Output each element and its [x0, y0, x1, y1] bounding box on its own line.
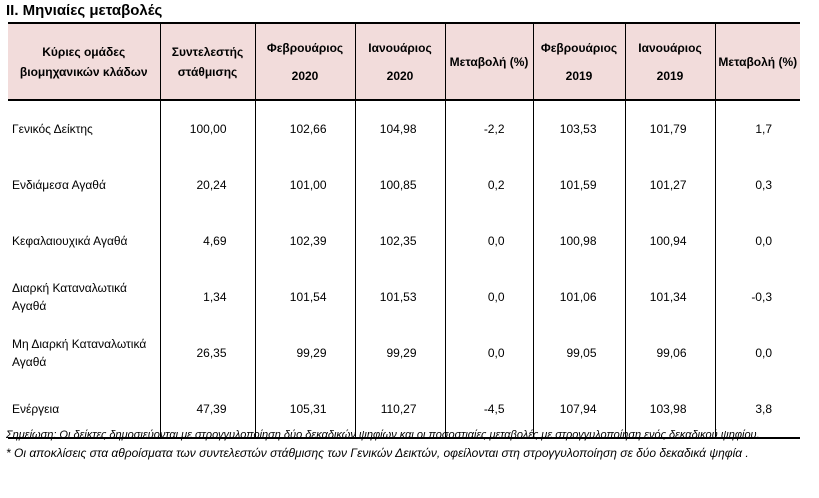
table-row: Γενικός Δείκτης 100,00 102,66 104,98 -2,2 103…	[8, 100, 800, 157]
column-header: Μεταβολή (%)	[714, 23, 800, 100]
table-row: Κεφαλαιουχικά Αγαθά 4,69 102,39 102,35 0,0 10…	[8, 213, 800, 269]
table-cell: 101,06	[532, 269, 625, 325]
table-cell: 110,27	[354, 381, 445, 439]
table-row: Διαρκή Καταναλωτικά Αγαθά 1,34 101,54 101,5…	[8, 269, 800, 325]
row-label: Γενικός Δείκτης	[12, 122, 93, 136]
row-label: Ενέργεια	[8, 381, 160, 439]
table-cell: 0,0	[714, 213, 800, 269]
table-cell: 102,35	[354, 213, 445, 269]
table-cell: 101,79	[624, 100, 715, 157]
column-header-label: Κύριες ομάδες βιομηχανικών κλάδων	[19, 44, 148, 79]
table-cell: 26,35	[159, 325, 255, 381]
table-body: Γενικός Δείκτης 100,00 102,66 104,98 -2,2 103…	[8, 100, 800, 439]
table-cell: 0,0	[444, 269, 533, 325]
table-cell: 103,53	[532, 100, 625, 157]
section-title: II. Μηνιαίες μεταβολές	[6, 2, 163, 19]
column-header: Φεβρουάριος 2020	[254, 23, 355, 100]
column-header-label: Ιανουάριος	[638, 40, 702, 55]
table-cell: -0,3	[714, 269, 800, 325]
table-cell: 103,98	[624, 381, 715, 439]
table-cell: 0,3	[714, 157, 800, 213]
column-header-label: Συντελεστής στάθμισης	[171, 44, 244, 79]
table-cell: 101,34	[624, 269, 715, 325]
column-header: Συντελεστής στάθμισης	[159, 23, 255, 100]
table-cell: -4,5	[444, 381, 533, 439]
table-cell: 0,2	[444, 157, 533, 213]
table-row: Ενδιάμεσα Αγαθά 20,24 101,00 100,85 0,2 101,5…	[8, 157, 800, 213]
table-cell: 4,69	[159, 213, 255, 269]
table-cell: -2,2	[444, 100, 533, 157]
column-header-label: Φεβρουάριος	[540, 40, 618, 55]
table-cell: 101,27	[624, 157, 715, 213]
row-label: Ενδιάμεσα Αγαθά	[12, 178, 106, 192]
table-cell: 102,66	[254, 100, 355, 157]
column-header: Κύριες ομάδες βιομηχανικών κλάδων	[8, 23, 160, 100]
column-header: Ιανουάριος 2019	[624, 23, 715, 100]
table-cell: 0,0	[714, 325, 800, 381]
footnotes: Σημείωση: Οι δείκτες δημοσιεύονται με στ…	[6, 427, 806, 462]
table-cell: 104,98	[354, 100, 445, 157]
table-cell: 102,39	[254, 213, 355, 269]
column-header: Ιανουάριος 2020	[354, 23, 445, 100]
table-cell: 47,39	[159, 381, 255, 439]
table-cell: 100,00	[159, 100, 255, 157]
column-header-year: 2019	[656, 68, 684, 83]
table-cell: 0,0	[444, 325, 533, 381]
column-header-year: 2019	[565, 68, 593, 83]
column-header-year: 2020	[291, 68, 319, 83]
table-cell: 99,29	[354, 325, 445, 381]
table-cell: 101,54	[254, 269, 355, 325]
table-cell: 100,85	[354, 157, 445, 213]
monthly-changes-table: Κύριες ομάδες βιομηχανικών κλάδων Συντελε…	[8, 22, 800, 439]
row-label: Διαρκή Καταναλωτικά Αγαθά	[12, 281, 127, 313]
footnote-rounding: Σημείωση: Οι δείκτες δημοσιεύονται με στ…	[6, 429, 760, 441]
table-cell: 101,59	[532, 157, 625, 213]
row-label: Μη Διαρκή Καταναλωτικά Αγαθά	[12, 337, 147, 369]
table-cell: 99,29	[254, 325, 355, 381]
column-header-label: Μεταβολή (%)	[449, 54, 529, 69]
column-header-label: Μεταβολή (%)	[718, 54, 798, 69]
column-header-label: Ιανουάριος	[368, 40, 432, 55]
table-cell: 99,05	[532, 325, 625, 381]
footnote-weights: * Οι αποκλίσεις στα αθροίσματα των συντε…	[6, 446, 749, 460]
column-header: Μεταβολή (%)	[444, 23, 533, 100]
column-header: Φεβρουάριος 2019	[532, 23, 625, 100]
table-cell: 1,34	[159, 269, 255, 325]
table-cell: 105,31	[254, 381, 355, 439]
table-cell: 1,7	[714, 100, 800, 157]
row-label: Κεφαλαιουχικά Αγαθά	[12, 234, 128, 248]
table-row: Ενέργεια 47,39 105,31 110,27 -4,5 107,94 103,9…	[8, 381, 800, 439]
table-cell: 0,0	[444, 213, 533, 269]
table-cell: 107,94	[532, 381, 625, 439]
table-cell: 20,24	[159, 157, 255, 213]
column-header-year: 2020	[386, 68, 414, 83]
column-header-label: Φεβρουάριος	[266, 40, 344, 55]
table-header-row: Κύριες ομάδες βιομηχανικών κλάδων Συντελε…	[8, 23, 800, 100]
table-cell: 100,98	[532, 213, 625, 269]
table-cell: 101,00	[254, 157, 355, 213]
table-row: Μη Διαρκή Καταναλωτικά Αγαθά 26,35 99,29 99…	[8, 325, 800, 381]
table-cell: 99,06	[624, 325, 715, 381]
table-cell: 101,53	[354, 269, 445, 325]
table-cell: 3,8	[714, 381, 800, 439]
table-cell: 100,94	[624, 213, 715, 269]
